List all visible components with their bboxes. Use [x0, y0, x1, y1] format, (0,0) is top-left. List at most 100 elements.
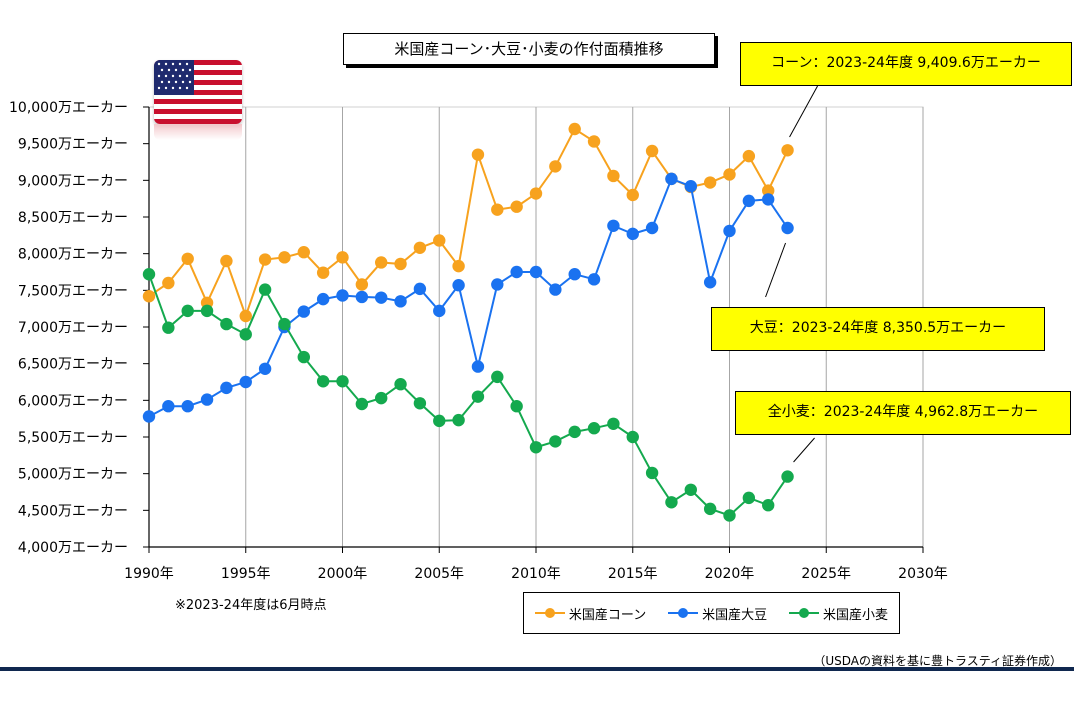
- data-point-soybean: [355, 290, 369, 304]
- chart-legend: 米国産コーン 米国産大豆 米国産小麦: [523, 592, 900, 634]
- data-point-corn: [220, 254, 233, 268]
- data-point-wheat: [452, 413, 465, 427]
- data-point-corn: [258, 253, 272, 266]
- data-point-wheat: [258, 283, 272, 296]
- data-point-soybean: [549, 283, 562, 296]
- chart-title: 米国産コーン･大豆･小麦の作付面積推移: [343, 33, 715, 65]
- legend-item-corn: 米国産コーン: [534, 604, 647, 623]
- data-point-wheat: [433, 414, 446, 428]
- bottom-rule: [0, 667, 1074, 671]
- chart-note: ※2023-24年度は6月時点: [175, 598, 327, 613]
- data-point-soybean: [413, 282, 427, 296]
- data-point-corn: [762, 184, 775, 197]
- y-tick-label: 9,500万エーカー: [18, 137, 128, 153]
- data-point-wheat: [278, 317, 291, 331]
- flag-reflection: [154, 124, 242, 140]
- data-point-wheat: [316, 375, 330, 388]
- data-point-corn: [452, 259, 465, 273]
- y-tick-label: 5,000万エーカー: [18, 467, 128, 483]
- x-tick-label: 2025年: [801, 566, 851, 582]
- data-point-soybean: [742, 194, 756, 208]
- legend-label-wheat: 米国産小麦: [823, 607, 889, 623]
- data-point-soybean: [162, 400, 175, 413]
- data-point-soybean: [336, 289, 349, 302]
- data-point-soybean: [471, 360, 485, 373]
- leader-line-corn: [789, 85, 818, 138]
- data-point-corn: [413, 241, 427, 254]
- data-point-soybean: [510, 265, 523, 279]
- data-point-soybean: [316, 292, 330, 306]
- source-credit: （USDAの資料を基に豊トラスティ証券作成）: [813, 654, 1062, 668]
- callout-soybean: 大豆：2023-24年度 8,350.5万エーカー: [711, 307, 1045, 351]
- callout-corn: コーン：2023-24年度 9,409.6万エーカー: [740, 42, 1072, 86]
- data-point-wheat: [336, 375, 349, 388]
- data-point-wheat: [471, 390, 485, 403]
- data-point-wheat: [181, 304, 194, 318]
- x-tick-label: 1990年: [124, 566, 174, 582]
- callout-wheat: 全小麦：2023-24年度 4,962.8万エーカー: [735, 391, 1071, 435]
- legend-item-wheat: 米国産小麦: [789, 604, 888, 623]
- data-point-corn: [645, 144, 659, 158]
- callout-leader-lines: [765, 85, 818, 463]
- data-point-wheat: [742, 491, 756, 505]
- data-point-wheat: [645, 466, 659, 480]
- y-tick-label: 8,000万エーカー: [18, 247, 128, 263]
- y-tick-label: 7,000万エーカー: [18, 320, 128, 336]
- x-tick-label: 2005年: [414, 566, 464, 582]
- data-point-corn: [491, 203, 504, 216]
- legend-label-corn: 米国産コーン: [568, 607, 647, 623]
- x-tick-label: 1995年: [221, 566, 271, 582]
- data-point-soybean: [762, 193, 775, 206]
- legend-swatch-soybean: [668, 608, 699, 618]
- data-point-wheat: [762, 499, 775, 512]
- data-point-corn: [316, 266, 330, 279]
- data-point-corn: [781, 144, 794, 157]
- data-point-corn: [587, 135, 601, 148]
- data-point-soybean: [181, 400, 194, 413]
- data-point-soybean: [723, 224, 736, 238]
- data-point-soybean: [645, 221, 659, 235]
- data-point-corn: [162, 276, 175, 290]
- data-point-wheat: [297, 350, 310, 364]
- series-line-wheat: [148, 273, 789, 517]
- data-point-corn: [568, 122, 581, 136]
- data-point-wheat: [607, 417, 620, 430]
- x-tick-label: 2000年: [318, 566, 368, 582]
- us-flag-icon: [154, 60, 242, 124]
- data-point-soybean: [684, 180, 697, 193]
- data-point-corn: [723, 168, 736, 181]
- y-tick-label: 10,000万エーカー: [9, 100, 128, 116]
- data-point-corn: [529, 187, 543, 200]
- data-point-soybean: [297, 305, 310, 318]
- data-point-soybean: [220, 381, 233, 395]
- data-point-corn: [297, 246, 310, 259]
- data-point-corn: [742, 149, 756, 163]
- data-point-wheat: [665, 496, 678, 509]
- data-point-wheat: [703, 502, 717, 516]
- data-point-corn: [433, 234, 446, 247]
- data-point-wheat: [510, 400, 523, 413]
- leader-line-soybean: [765, 242, 787, 298]
- y-tick-label: 8,500万エーカー: [18, 210, 128, 226]
- data-point-soybean: [375, 291, 388, 304]
- data-point-wheat: [587, 422, 601, 435]
- data-point-corn: [239, 309, 252, 323]
- chart-series: [142, 122, 794, 522]
- data-point-corn: [703, 176, 717, 189]
- x-tick-label: 2015年: [608, 566, 658, 582]
- data-point-corn: [607, 169, 620, 183]
- data-point-soybean: [703, 276, 717, 289]
- data-point-wheat: [375, 391, 388, 405]
- y-tick-label: 5,500万エーカー: [18, 430, 128, 446]
- data-point-wheat: [239, 328, 252, 341]
- data-point-corn: [394, 257, 407, 271]
- data-point-wheat: [355, 397, 369, 411]
- legend-swatch-corn: [534, 608, 565, 618]
- data-point-soybean: [607, 219, 620, 232]
- data-point-soybean: [491, 278, 504, 291]
- x-tick-label: 2010年: [511, 566, 561, 582]
- series-line-corn: [148, 127, 789, 320]
- data-point-corn: [375, 256, 388, 269]
- data-point-wheat: [626, 430, 639, 444]
